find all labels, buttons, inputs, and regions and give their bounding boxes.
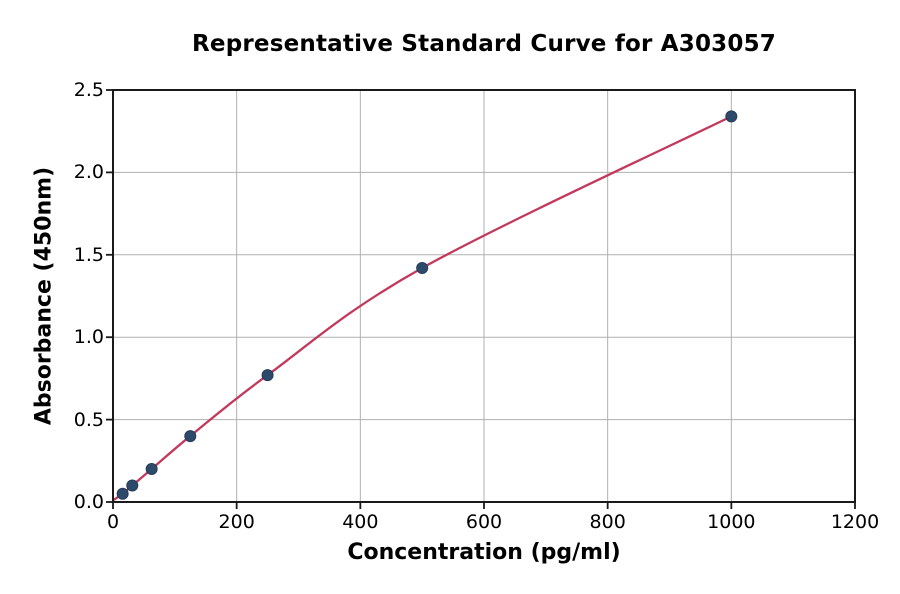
data-point-marker [116, 487, 129, 500]
y-tick-label: 0.0 [73, 491, 104, 513]
x-tick-label: 0 [106, 511, 120, 533]
x-tick-label: 600 [465, 511, 503, 533]
data-point-marker [145, 463, 158, 476]
x-tick-label: 1200 [830, 511, 880, 533]
data-point-marker [416, 261, 429, 274]
data-point-marker [126, 479, 139, 492]
x-tick-label: 400 [342, 511, 379, 533]
data-point-marker [261, 369, 274, 382]
x-tick-label: 1000 [707, 511, 756, 533]
x-tick-label: 200 [218, 511, 255, 533]
y-tick-label: 1.0 [73, 326, 104, 349]
x-axis-label: Concentration (pg/ml) [347, 540, 621, 565]
chart-title: Representative Standard Curve for A30305… [192, 31, 776, 57]
data-point-marker [184, 430, 197, 443]
y-axis-label: Absorbance (450nm) [31, 166, 57, 426]
y-tick-label: 2.5 [73, 79, 104, 101]
y-tick-label: 2.0 [73, 161, 104, 184]
data-point-marker [725, 110, 738, 123]
x-tick-label: 800 [589, 511, 626, 533]
standard-curve-line [111, 115, 733, 502]
y-tick-label: 1.5 [73, 243, 104, 266]
y-tick-label: 0.5 [73, 408, 104, 431]
plot-spines [112, 89, 856, 503]
